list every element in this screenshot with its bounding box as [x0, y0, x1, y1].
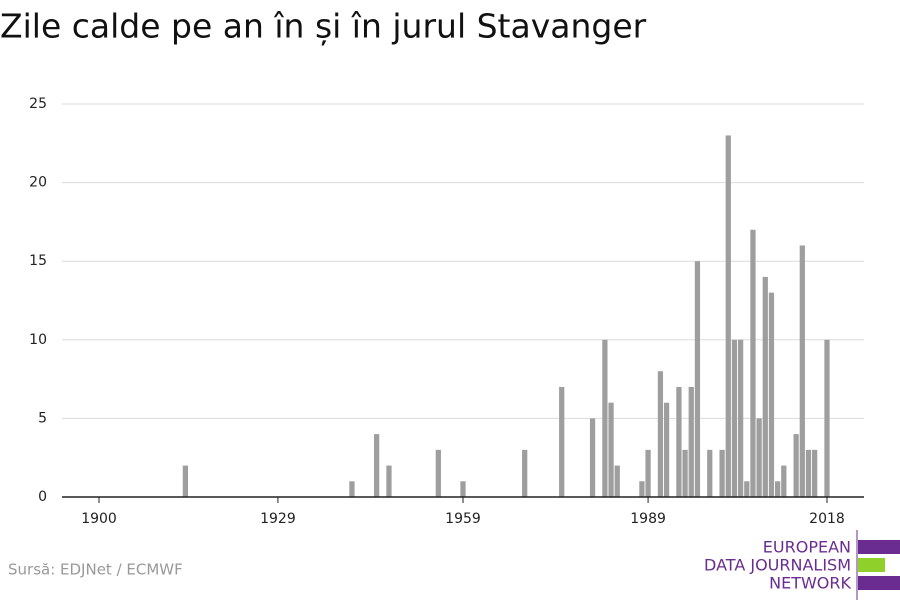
bar: [805, 449, 812, 497]
bar: [435, 449, 441, 497]
logo-bar: [858, 558, 885, 572]
bar: [793, 434, 799, 497]
bar: [522, 449, 528, 497]
bar: [762, 276, 768, 497]
bar: [589, 418, 596, 497]
logo-text: NETWORK: [769, 574, 851, 593]
bar: [663, 402, 670, 497]
bar: [719, 449, 725, 497]
bar: [374, 434, 380, 497]
bar: [608, 402, 614, 497]
bar: [737, 339, 744, 497]
bar: [676, 386, 682, 497]
bar: [799, 245, 805, 497]
bar: [694, 261, 701, 497]
y-tick-label: 5: [38, 410, 47, 426]
x-tick-label: 1900: [81, 511, 117, 527]
chart-title: Zile calde pe an în și în jurul Stavange…: [0, 7, 647, 46]
bar: [182, 465, 189, 497]
logo-bar: [858, 540, 900, 554]
bar: [750, 229, 756, 497]
bar: [707, 449, 713, 497]
logo-text: DATA JOURNALISM: [704, 556, 851, 575]
bar: [349, 481, 355, 497]
x-tick-label: 2018: [809, 511, 845, 527]
bar: [781, 465, 787, 497]
bar: [645, 449, 651, 497]
y-tick-label: 10: [29, 332, 47, 348]
bar: [614, 465, 620, 497]
x-tick-label: 1959: [445, 511, 481, 527]
bar: [775, 481, 781, 497]
y-tick-label: 25: [29, 96, 47, 112]
logo-bar: [858, 576, 900, 590]
bar: [460, 481, 466, 497]
bar: [639, 481, 645, 497]
bar: [559, 386, 565, 497]
y-tick-label: 20: [29, 175, 47, 191]
y-tick-label: 15: [29, 253, 47, 269]
x-tick-label: 1989: [630, 511, 666, 527]
bar: [824, 339, 830, 497]
bar: [725, 135, 731, 497]
bar: [602, 339, 608, 497]
bar: [386, 465, 392, 497]
logo: EUROPEAN DATA JOURNALISM NETWORK: [704, 530, 900, 600]
logo-text: EUROPEAN: [763, 538, 851, 557]
bar: [657, 371, 664, 497]
bar: [688, 386, 694, 497]
y-tick-label: 0: [38, 489, 47, 505]
bar: [731, 339, 738, 497]
bar: [682, 449, 688, 497]
x-tick-label: 1929: [260, 511, 296, 527]
bar: [812, 449, 818, 497]
source: Sursă: EDJNet / ECMWF: [8, 561, 183, 579]
bar: [768, 292, 775, 497]
bar: [756, 418, 762, 497]
bar: [744, 481, 750, 497]
